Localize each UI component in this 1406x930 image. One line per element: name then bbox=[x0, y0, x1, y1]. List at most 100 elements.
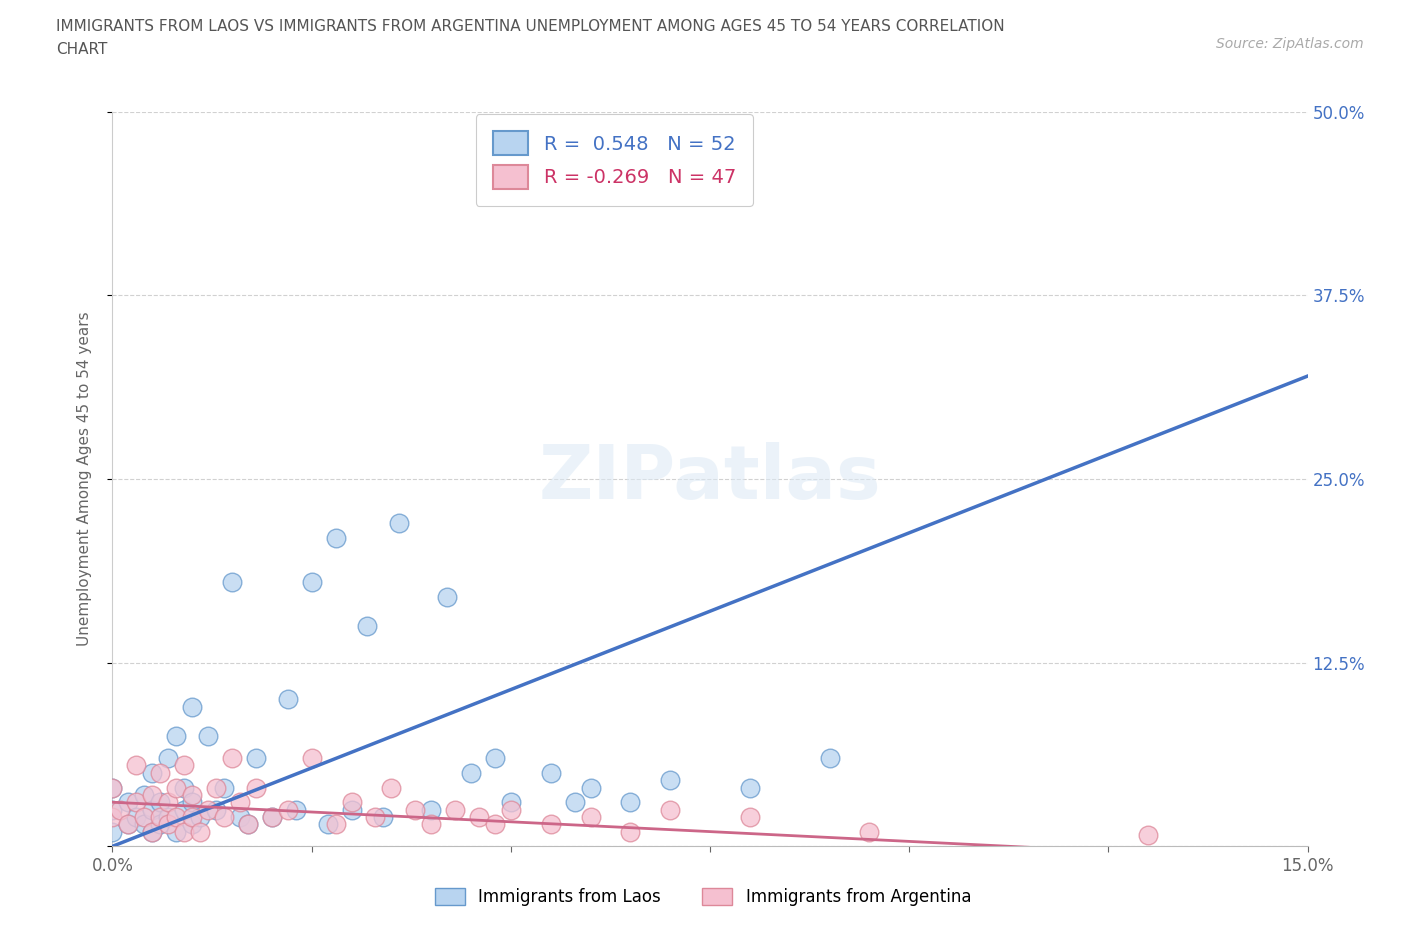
Point bbox=[101, 802, 124, 817]
Point bbox=[181, 699, 204, 714]
Point bbox=[738, 809, 761, 824]
Point bbox=[301, 575, 323, 590]
Point bbox=[117, 817, 139, 831]
Point bbox=[149, 795, 172, 810]
Point bbox=[101, 824, 124, 839]
Point bbox=[364, 809, 387, 824]
Point bbox=[125, 758, 148, 773]
Point bbox=[181, 788, 204, 803]
Point bbox=[260, 809, 283, 824]
Point bbox=[245, 780, 267, 795]
Point bbox=[125, 809, 148, 824]
Point bbox=[340, 795, 363, 810]
Point bbox=[197, 729, 219, 744]
Point bbox=[212, 780, 235, 795]
Point bbox=[165, 729, 187, 744]
Point bbox=[619, 795, 641, 810]
Point bbox=[444, 802, 467, 817]
Point bbox=[579, 809, 602, 824]
Point bbox=[212, 809, 235, 824]
Point bbox=[173, 780, 195, 795]
Point bbox=[101, 780, 124, 795]
Point bbox=[284, 802, 307, 817]
Point bbox=[236, 817, 259, 831]
Point bbox=[134, 817, 156, 831]
Point bbox=[301, 751, 323, 765]
Point bbox=[229, 809, 252, 824]
Legend: R =  0.548   N = 52, R = -0.269   N = 47: R = 0.548 N = 52, R = -0.269 N = 47 bbox=[475, 114, 754, 206]
Point bbox=[540, 817, 562, 831]
Point bbox=[229, 795, 252, 810]
Point bbox=[436, 589, 458, 604]
Point bbox=[173, 802, 195, 817]
Point bbox=[173, 824, 195, 839]
Point bbox=[380, 780, 402, 795]
Point bbox=[277, 692, 299, 707]
Point bbox=[205, 802, 228, 817]
Point bbox=[277, 802, 299, 817]
Point bbox=[101, 809, 124, 824]
Point bbox=[165, 780, 187, 795]
Point bbox=[420, 802, 443, 817]
Point bbox=[134, 809, 156, 824]
Point bbox=[356, 618, 378, 633]
Point bbox=[157, 795, 180, 810]
Point bbox=[1137, 827, 1160, 842]
Point bbox=[149, 817, 172, 831]
Text: IMMIGRANTS FROM LAOS VS IMMIGRANTS FROM ARGENTINA UNEMPLOYMENT AMONG AGES 45 TO : IMMIGRANTS FROM LAOS VS IMMIGRANTS FROM … bbox=[56, 19, 1005, 33]
Point bbox=[157, 751, 180, 765]
Point bbox=[149, 809, 172, 824]
Point bbox=[316, 817, 339, 831]
Point bbox=[484, 751, 506, 765]
Point bbox=[125, 795, 148, 810]
Text: Source: ZipAtlas.com: Source: ZipAtlas.com bbox=[1216, 37, 1364, 51]
Point bbox=[141, 824, 163, 839]
Point bbox=[188, 824, 211, 839]
Point bbox=[197, 802, 219, 817]
Point bbox=[157, 817, 180, 831]
Point bbox=[499, 795, 522, 810]
Point bbox=[659, 802, 682, 817]
Point bbox=[420, 817, 443, 831]
Point bbox=[468, 809, 491, 824]
Point bbox=[165, 824, 187, 839]
Point bbox=[245, 751, 267, 765]
Point bbox=[659, 773, 682, 788]
Point bbox=[141, 824, 163, 839]
Text: CHART: CHART bbox=[56, 42, 108, 57]
Point bbox=[117, 817, 139, 831]
Point bbox=[404, 802, 426, 817]
Point bbox=[221, 751, 243, 765]
Point bbox=[221, 575, 243, 590]
Point bbox=[141, 788, 163, 803]
Point bbox=[499, 802, 522, 817]
Point bbox=[181, 809, 204, 824]
Point bbox=[205, 780, 228, 795]
Point bbox=[373, 809, 395, 824]
Point bbox=[325, 817, 347, 831]
Point bbox=[619, 824, 641, 839]
Point bbox=[165, 809, 187, 824]
Point bbox=[564, 795, 586, 810]
Y-axis label: Unemployment Among Ages 45 to 54 years: Unemployment Among Ages 45 to 54 years bbox=[77, 312, 91, 646]
Point bbox=[149, 765, 172, 780]
Point bbox=[173, 758, 195, 773]
Point bbox=[181, 795, 204, 810]
Point bbox=[579, 780, 602, 795]
Point bbox=[818, 751, 841, 765]
Point bbox=[134, 788, 156, 803]
Point bbox=[141, 765, 163, 780]
Point bbox=[110, 802, 132, 817]
Point bbox=[388, 515, 411, 530]
Point bbox=[236, 817, 259, 831]
Text: ZIPatlas: ZIPatlas bbox=[538, 443, 882, 515]
Point bbox=[260, 809, 283, 824]
Point bbox=[157, 809, 180, 824]
Point bbox=[117, 795, 139, 810]
Point bbox=[858, 824, 880, 839]
Point bbox=[188, 809, 211, 824]
Point bbox=[460, 765, 482, 780]
Point bbox=[738, 780, 761, 795]
Point bbox=[101, 780, 124, 795]
Point bbox=[141, 802, 163, 817]
